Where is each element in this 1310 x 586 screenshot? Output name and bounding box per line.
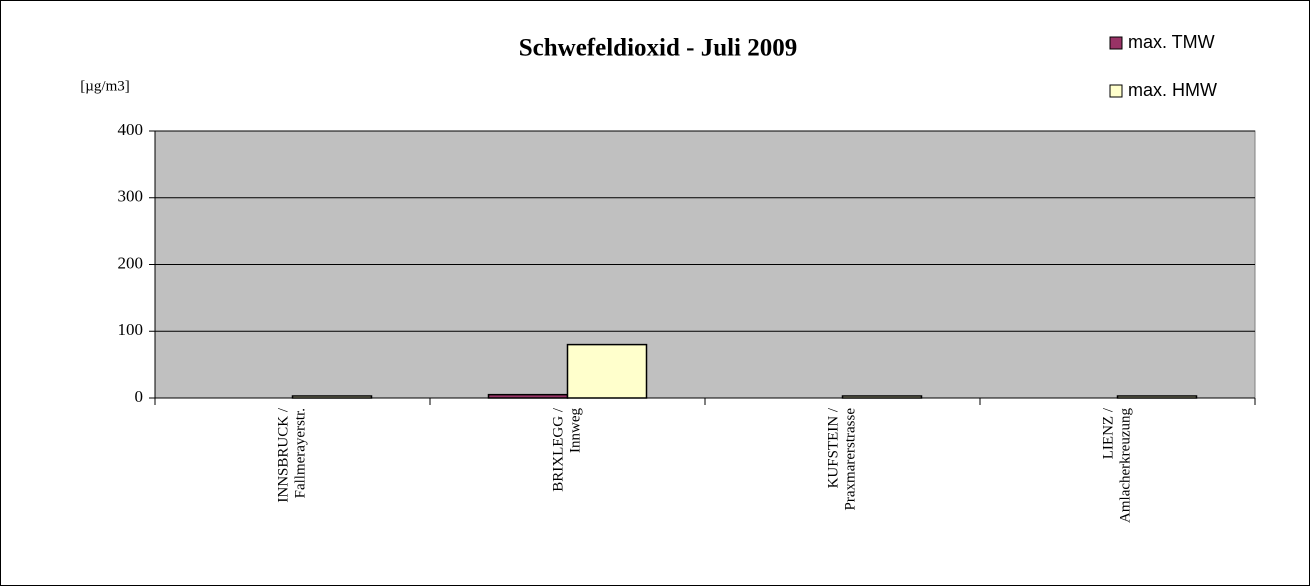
y-tick-label: 100 <box>118 320 144 339</box>
legend-label: max. HMW <box>1128 80 1217 100</box>
x-tick-label: BRIXLEGG / <box>550 407 566 492</box>
x-tick-label: LIENZ / <box>1100 407 1116 459</box>
x-tick-label: KUFSTEIN / <box>825 407 841 488</box>
bar <box>1116 395 1198 399</box>
y-tick-label: 200 <box>118 253 144 272</box>
bar <box>291 395 373 399</box>
legend-label: max. TMW <box>1128 32 1215 52</box>
y-axis-label: [µg/m3] <box>80 78 129 94</box>
x-tick-label: Innweg <box>567 408 583 453</box>
y-tick-label: 400 <box>118 120 144 139</box>
x-tick-label: Fallmerayerstr. <box>292 408 308 498</box>
chart-title: Schwefeldioxid - Juli 2009 <box>519 35 798 62</box>
bar <box>841 395 923 399</box>
x-tick-label: Praxmarerstrasse <box>842 408 858 511</box>
bar <box>566 343 648 399</box>
bar <box>487 393 569 399</box>
legend-swatch <box>1109 84 1123 98</box>
y-tick-label: 0 <box>135 387 144 406</box>
x-tick-label: INNSBRUCK / <box>275 407 291 502</box>
legend-swatch <box>1109 36 1123 50</box>
y-tick-label: 300 <box>118 187 144 206</box>
x-tick-label: Amlacherkreuzung <box>1117 408 1133 523</box>
